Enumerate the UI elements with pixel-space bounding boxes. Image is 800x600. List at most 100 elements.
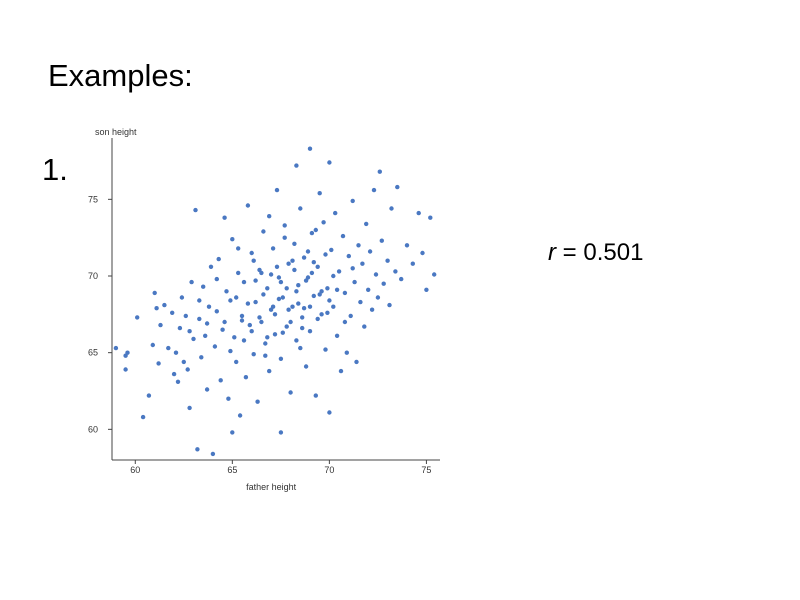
- data-point: [140, 414, 146, 420]
- data-point: [385, 258, 390, 263]
- data-point: [267, 368, 272, 374]
- data-point: [360, 261, 365, 266]
- data-point: [381, 281, 386, 286]
- x-tick-label: 65: [227, 465, 237, 475]
- data-point: [247, 322, 252, 328]
- data-point: [404, 243, 410, 248]
- data-point: [284, 286, 289, 291]
- data-point: [278, 279, 284, 285]
- data-point: [288, 319, 293, 325]
- data-point: [261, 229, 266, 234]
- data-point: [146, 393, 152, 398]
- data-point: [350, 198, 355, 204]
- y-tick-label: 65: [88, 348, 98, 358]
- data-point: [270, 246, 276, 251]
- data-point: [371, 187, 377, 193]
- data-point: [208, 264, 214, 269]
- data-point: [263, 341, 268, 346]
- data-point: [389, 206, 394, 211]
- data-point: [344, 350, 349, 355]
- data-point: [214, 309, 219, 314]
- data-point: [245, 301, 251, 306]
- data-point: [259, 319, 264, 325]
- data-point: [226, 396, 231, 401]
- data-point: [239, 313, 245, 319]
- data-point: [162, 302, 167, 308]
- data-point: [179, 295, 185, 300]
- data-point: [274, 187, 280, 193]
- data-point: [294, 338, 299, 343]
- data-point: [187, 405, 192, 411]
- data-point: [187, 329, 192, 334]
- data-point: [212, 344, 218, 349]
- data-point: [333, 210, 338, 216]
- data-point: [362, 324, 367, 329]
- list-number: 1.: [42, 152, 68, 187]
- data-point: [152, 290, 157, 296]
- data-point: [296, 283, 301, 288]
- data-point: [307, 304, 313, 309]
- data-point: [300, 315, 305, 320]
- data-point: [315, 316, 320, 322]
- data-point: [342, 319, 348, 325]
- data-point: [432, 272, 437, 277]
- data-point: [183, 313, 188, 319]
- data-point: [278, 430, 284, 435]
- data-point: [276, 296, 282, 302]
- data-point: [323, 252, 328, 257]
- x-tick-label: 75: [421, 465, 431, 475]
- data-point: [214, 276, 219, 282]
- data-point: [237, 413, 243, 418]
- data-point: [218, 378, 223, 383]
- data-point: [191, 336, 196, 342]
- data-point: [274, 264, 280, 269]
- data-point: [348, 313, 353, 319]
- x-tick-label: 60: [130, 465, 140, 475]
- data-point: [228, 348, 233, 354]
- data-point: [354, 359, 359, 365]
- data-point: [257, 315, 262, 320]
- data-point: [272, 312, 278, 317]
- data-point: [232, 335, 237, 340]
- data-point: [286, 307, 291, 312]
- data-point: [251, 352, 256, 357]
- data-point: [280, 330, 285, 335]
- data-point: [317, 191, 322, 196]
- data-point: [305, 249, 311, 254]
- data-point: [350, 266, 355, 271]
- data-point: [364, 221, 369, 227]
- data-point: [282, 235, 287, 240]
- data-point: [270, 304, 276, 309]
- data-point: [278, 356, 284, 361]
- data-point: [272, 332, 278, 337]
- data-point: [123, 367, 128, 372]
- y-tick-label: 75: [88, 194, 98, 204]
- data-point: [420, 250, 425, 256]
- data-point: [331, 304, 336, 309]
- data-point: [158, 322, 163, 328]
- data-point: [399, 276, 404, 282]
- slide-title: Examples:: [48, 58, 193, 93]
- data-point: [197, 298, 202, 303]
- data-point: [261, 292, 266, 297]
- x-tick-label: 70: [324, 465, 334, 475]
- data-point: [204, 321, 210, 326]
- data-point: [170, 310, 175, 315]
- data-point: [156, 361, 161, 366]
- data-point: [193, 207, 198, 213]
- data-point: [236, 270, 241, 276]
- data-point: [323, 347, 328, 352]
- data-point: [346, 253, 351, 259]
- data-point: [175, 379, 181, 384]
- data-point: [125, 350, 130, 355]
- data-point: [373, 272, 379, 277]
- data-point: [228, 298, 233, 303]
- data-point: [321, 220, 326, 225]
- data-point: [334, 333, 340, 338]
- data-point: [292, 267, 297, 273]
- data-point: [230, 430, 235, 435]
- data-point: [338, 368, 344, 374]
- data-point: [245, 203, 251, 208]
- data-point: [387, 302, 392, 308]
- data-point: [301, 255, 307, 260]
